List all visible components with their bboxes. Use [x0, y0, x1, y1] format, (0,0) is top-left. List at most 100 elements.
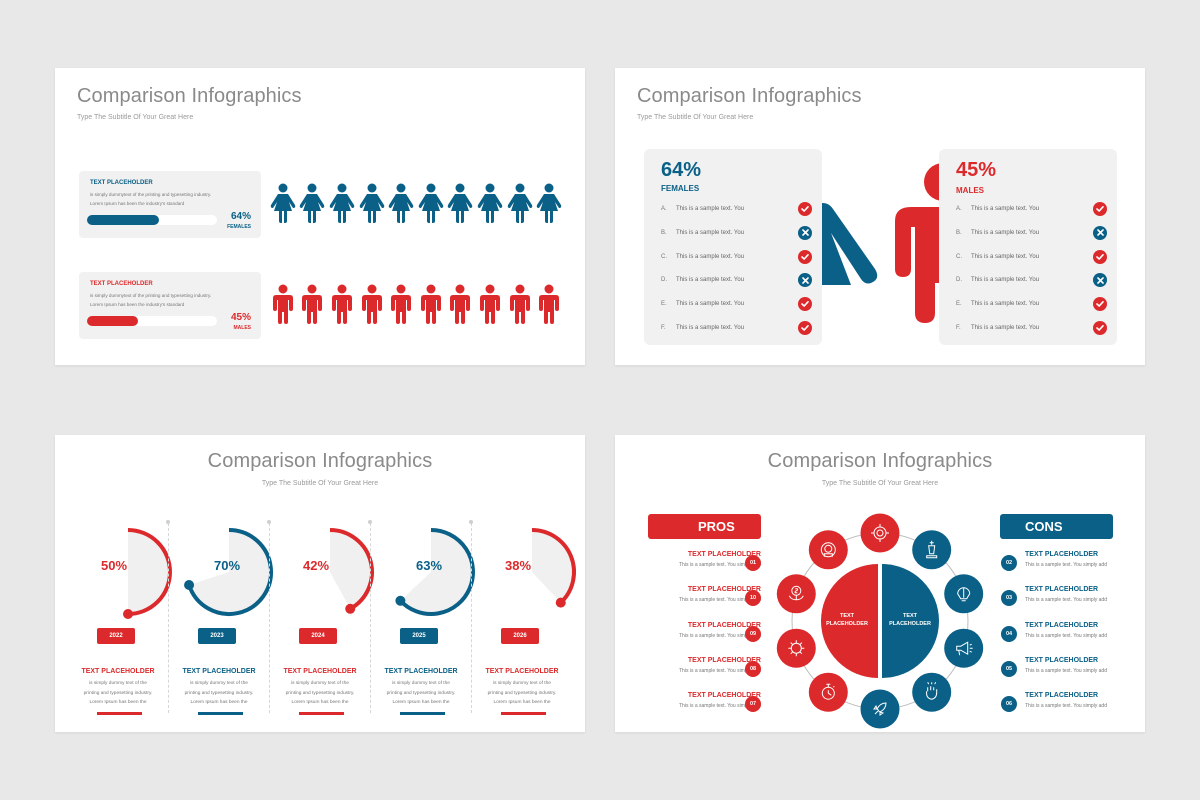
item-heading: TEXT PLACEHOLDER	[1025, 692, 1099, 699]
gauge-heading: TEXT PLACEHOLDER	[81, 668, 155, 675]
divider-dot	[166, 520, 170, 524]
item-description: This is a sample text. You simply add	[679, 668, 761, 674]
card-heading: TEXT PLACEHOLDER	[90, 180, 153, 186]
female-person-icon	[416, 183, 446, 223]
gauge-column: 38% 2026 TEXT PLACEHOLDER is simply dumm…	[472, 520, 576, 730]
accent-underline	[198, 712, 243, 715]
row-letter: F.	[661, 325, 666, 331]
cons-item: TEXT PLACEHOLDER This is a sample text. Y…	[1025, 551, 1137, 575]
pros-item: TEXT PLACEHOLDER This is a sample text. Y…	[649, 657, 761, 681]
row-text: This is a sample text. You	[971, 325, 1040, 331]
item-heading: TEXT PLACEHOLDER	[687, 586, 761, 593]
slide-title: Comparison Infographics	[207, 450, 433, 472]
panel-percent: 64%	[661, 159, 702, 181]
item-heading: TEXT PLACEHOLDER	[687, 551, 761, 558]
cross-icon	[798, 225, 812, 240]
year-badge: 2026	[501, 628, 539, 644]
pros-center-label: TEXT PLACEHOLDER	[822, 612, 872, 628]
cons-number-badge: 03	[1001, 590, 1017, 606]
gauge-description: is simply dummy text of the printing and …	[371, 679, 471, 708]
item-description: This is a sample text. You simply add	[1025, 562, 1107, 568]
panel-label: MALES	[956, 186, 984, 195]
percent-value: 45%	[230, 312, 251, 323]
dashed-divider	[469, 520, 473, 713]
cons-half-circle	[882, 564, 939, 678]
item-description: This is a sample text. You simply add	[679, 597, 761, 603]
item-description: This is a sample text. You simply add	[679, 562, 761, 568]
row-text: This is a sample text. You	[971, 301, 1040, 308]
cons-number-badge: 06	[1001, 696, 1017, 712]
desc-line: Lorem Ipsum has been the	[190, 700, 248, 705]
female-icon-row	[268, 183, 564, 223]
large-male-icon	[895, 163, 943, 323]
item-description: This is a sample text. You simply add	[1025, 597, 1107, 603]
accent-underline	[299, 712, 344, 715]
gauge-column: 70% 2023 TEXT PLACEHOLDER is simply dumm…	[169, 520, 273, 730]
row-letter: E.	[661, 301, 667, 308]
row-text: This is a sample text. You	[971, 253, 1040, 260]
female-person-icon	[357, 183, 387, 223]
checklist-row: B. This is a sample text. You	[661, 225, 812, 240]
slide-subtitle: Type The Subtitle Of Your Great Here	[77, 114, 194, 121]
desc-line: printing and typesetting industry.	[83, 690, 153, 696]
item-heading: TEXT PLACEHOLDER	[1025, 551, 1099, 558]
slide-title: Comparison Infographics	[637, 85, 862, 107]
pros-item: TEXT PLACEHOLDER This is a sample text. Y…	[649, 551, 761, 575]
percent-value: 64%	[230, 211, 251, 222]
accent-underline	[400, 712, 445, 715]
row-text: This is a sample text. You	[676, 206, 745, 212]
card-description: is simply dummytext of the printing and …	[90, 291, 250, 309]
center-label-line: TEXT	[839, 613, 855, 619]
female-stat-card: TEXT PLACEHOLDER is simply dummytext of …	[79, 171, 261, 238]
gear-brain-icon	[776, 628, 816, 668]
rocket-icon	[860, 689, 900, 729]
pros-item: TEXT PLACEHOLDER This is a sample text. Y…	[649, 692, 761, 716]
divider-dot	[267, 520, 271, 524]
radial-gauge	[395, 528, 475, 616]
dashed-divider	[267, 520, 271, 713]
money-plant-icon	[776, 574, 816, 614]
card-heading: TEXT PLACEHOLDER	[90, 281, 153, 287]
item-heading: TEXT PLACEHOLDER	[1025, 657, 1099, 664]
cross-icon	[1093, 225, 1107, 240]
item-description: This is a sample text. You simply add	[1025, 668, 1107, 674]
item-description: This is a sample text. You simply add	[1025, 633, 1107, 639]
row-letter: B.	[661, 229, 667, 236]
desc-line: printing and typesetting industry.	[285, 690, 355, 696]
male-person-icon	[475, 284, 505, 324]
megaphone-icon	[944, 628, 984, 668]
female-person-icon	[534, 183, 564, 223]
pros-item: TEXT PLACEHOLDER This is a sample text. Y…	[649, 586, 761, 610]
checklist-row: A. This is a sample text. You	[956, 202, 1107, 216]
check-icon	[1093, 297, 1107, 312]
center-label-line: PLACEHOLDER	[826, 621, 868, 627]
pros-half-circle	[821, 564, 878, 678]
desc-line: Lorem Ipsum has been the	[89, 700, 147, 705]
row-letter: A.	[956, 206, 962, 212]
radial-gauge	[184, 528, 273, 616]
cons-number-badge: 04	[1001, 626, 1017, 642]
male-stat-card: TEXT PLACEHOLDER is simply dummytext of …	[79, 272, 261, 339]
row-text: This is a sample text. You	[971, 206, 1040, 212]
slide-subtitle: Type The Subtitle Of Your Great Here	[821, 480, 939, 487]
divider-dot	[469, 520, 473, 524]
card-description: is simply dummytext of the printing and …	[90, 190, 250, 208]
divider-dot	[368, 520, 372, 524]
male-person-icon	[446, 284, 476, 324]
desc-line: Lorem Ipsum has been the	[493, 700, 551, 705]
pros-number-badge: 09	[745, 626, 761, 642]
cons-number-badge: 05	[1001, 661, 1017, 677]
cons-item: TEXT PLACEHOLDER This is a sample text. Y…	[1025, 657, 1137, 681]
item-heading: TEXT PLACEHOLDER	[687, 657, 761, 664]
desc-line: printing and typesetting industry.	[386, 690, 456, 696]
gauge-description: is simply dummy text of the printing and …	[472, 679, 572, 708]
checklist-row: B. This is a sample text. You	[956, 225, 1107, 240]
gauge-percent: 42%	[302, 558, 330, 573]
slide-2-gender-checklist: Comparison Infographics Type The Subtitl…	[615, 68, 1145, 365]
money-head-icon	[808, 530, 848, 570]
gauge-description: is simply dummy text of the printing and …	[68, 679, 168, 708]
gauge-heading: TEXT PLACEHOLDER	[182, 668, 256, 675]
progress-track	[87, 316, 217, 326]
desc-line: is simply dummytext of the printing and …	[90, 192, 212, 197]
checklist-row: C. This is a sample text. You	[956, 249, 1107, 264]
